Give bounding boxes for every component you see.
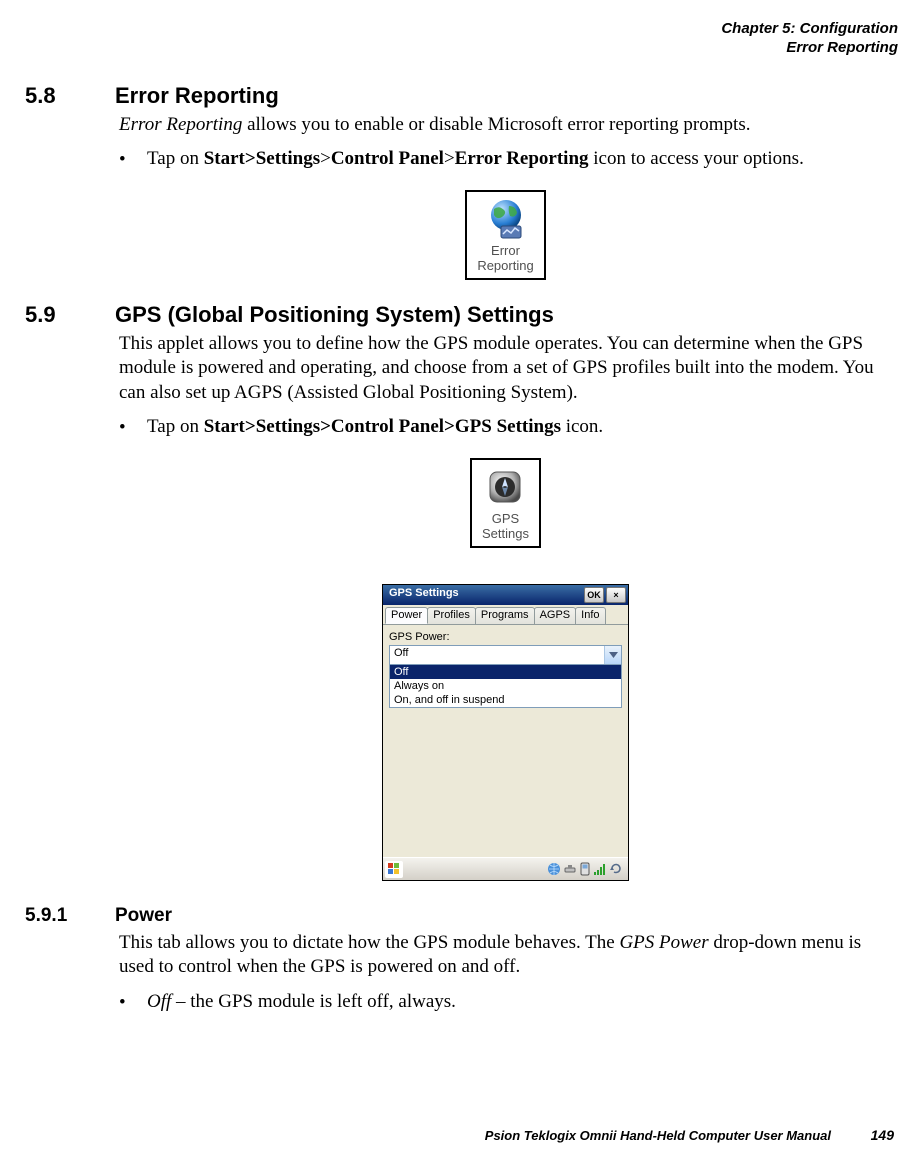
- error-reporting-icon-label: Error Reporting: [477, 244, 533, 274]
- bullet-pre: Tap on: [147, 416, 204, 437]
- intro-rest: allows you to enable or disable Microsof…: [242, 114, 750, 135]
- icon-label-l2: Settings: [482, 526, 529, 541]
- icon-label-l1: Error: [491, 243, 520, 258]
- list-item[interactable]: Off: [390, 665, 621, 679]
- gps-compass-icon: [484, 466, 526, 508]
- tab-programs[interactable]: Programs: [475, 607, 535, 624]
- sec59-bullet: • Tap on Start>Settings>Control Panel>GP…: [119, 415, 892, 440]
- bullet-bold2: Control Panel: [331, 148, 444, 169]
- subsec-title: Power: [115, 905, 172, 927]
- device-icon: [579, 862, 591, 876]
- close-button[interactable]: ×: [606, 587, 626, 603]
- sec-number: 5.9: [25, 302, 115, 328]
- bullet-bold: Start>Settings>Control Panel>GPS Setting…: [204, 416, 561, 437]
- list-item[interactable]: On, and off in suspend: [390, 693, 621, 707]
- sec591-para: This tab allows you to dictate how the G…: [119, 931, 892, 980]
- intro-emphasis: Error Reporting: [119, 114, 242, 135]
- sec58-bullet: • Tap on Start>Settings>Control Panel>Er…: [119, 147, 892, 172]
- tabs: PowerProfilesProgramsAGPSInfo: [383, 605, 628, 625]
- bullet-sep2: >: [444, 148, 455, 169]
- subsec-number: 5.9.1: [25, 905, 115, 927]
- gps-settings-icon-frame: GPS Settings: [470, 458, 541, 548]
- page-footer: Psion Teklogix Omnii Hand-Held Computer …: [485, 1127, 894, 1143]
- tab-profiles[interactable]: Profiles: [427, 607, 476, 624]
- gps-icon-label: GPS Settings: [482, 512, 529, 542]
- bullet-pre: Tap on: [147, 148, 204, 169]
- tab-power[interactable]: Power: [385, 607, 428, 624]
- section-5-9: 5.9 GPS (Global Positioning System) Sett…: [25, 302, 898, 328]
- signal-bars-icon: [593, 862, 607, 876]
- sec-title: Error Reporting: [115, 83, 279, 109]
- bullet-marker: •: [119, 991, 147, 1015]
- bullet-rest: – the GPS module is left off, always.: [171, 991, 456, 1012]
- sec591-bullet: • Off – the GPS module is left off, alwa…: [119, 990, 892, 1015]
- sec-number: 5.8: [25, 83, 115, 109]
- network-globe-icon: [547, 862, 561, 876]
- bullet-post: icon.: [561, 416, 603, 437]
- error-reporting-globe-icon: [485, 198, 527, 240]
- error-reporting-icon-frame: Error Reporting: [465, 190, 545, 280]
- icon-label-l2: Reporting: [477, 258, 533, 273]
- bullet-bold3: Error Reporting: [455, 148, 589, 169]
- p-em: GPS Power: [619, 932, 708, 953]
- header-line2: Error Reporting: [786, 39, 898, 56]
- sec-title: GPS (Global Positioning System) Settings: [115, 302, 554, 328]
- tab-info[interactable]: Info: [575, 607, 605, 624]
- sec58-intro: Error Reporting allows you to enable or …: [119, 113, 892, 137]
- sync-icon: [609, 862, 623, 876]
- taskbar: [383, 857, 628, 880]
- ok-button[interactable]: OK: [584, 587, 604, 603]
- p-pre: This tab allows you to dictate how the G…: [119, 932, 619, 953]
- connection-icon: [563, 862, 577, 876]
- bullet-sep1: >: [320, 148, 331, 169]
- bullet-em: Off: [147, 991, 171, 1012]
- start-button[interactable]: [385, 861, 403, 878]
- titlebar-text: GPS Settings: [383, 585, 584, 605]
- tab-agps[interactable]: AGPS: [534, 607, 577, 624]
- bullet-text: Tap on Start>Settings>Control Panel>Erro…: [147, 147, 804, 171]
- section-5-8: 5.8 Error Reporting: [25, 83, 898, 109]
- icon-label-l1: GPS: [492, 511, 519, 526]
- gps-power-combo[interactable]: Off: [389, 645, 622, 665]
- window-body: GPS Power: Off OffAlways onOn, and off i…: [383, 625, 628, 857]
- bullet-text: Off – the GPS module is left off, always…: [147, 990, 456, 1014]
- bullet-bold1: Start>Settings: [204, 148, 320, 169]
- bullet-marker: •: [119, 148, 147, 172]
- footer-page-number: 149: [871, 1127, 894, 1143]
- section-5-9-1: 5.9.1 Power: [25, 905, 898, 927]
- header-line1: Chapter 5: Configuration: [721, 20, 898, 37]
- bullet-post: icon to access your options.: [589, 148, 804, 169]
- titlebar: GPS Settings OK ×: [383, 585, 628, 605]
- sec59-para: This applet allows you to define how the…: [119, 332, 892, 405]
- page-header: Chapter 5: Configuration Error Reporting: [25, 20, 898, 58]
- bullet-marker: •: [119, 416, 147, 440]
- combo-dropdown-button[interactable]: [604, 646, 621, 664]
- footer-text: Psion Teklogix Omnii Hand-Held Computer …: [485, 1128, 831, 1143]
- system-tray: [547, 862, 626, 876]
- gps-power-listbox[interactable]: OffAlways onOn, and off in suspend: [389, 665, 622, 708]
- combo-selected-text: Off: [390, 646, 604, 664]
- list-item[interactable]: Always on: [390, 679, 621, 693]
- windows-flag-icon: [387, 862, 401, 876]
- bullet-text: Tap on Start>Settings>Control Panel>GPS …: [147, 415, 603, 439]
- gps-settings-window: GPS Settings OK × PowerProfilesProgramsA…: [382, 584, 629, 881]
- gps-power-label: GPS Power:: [389, 631, 622, 643]
